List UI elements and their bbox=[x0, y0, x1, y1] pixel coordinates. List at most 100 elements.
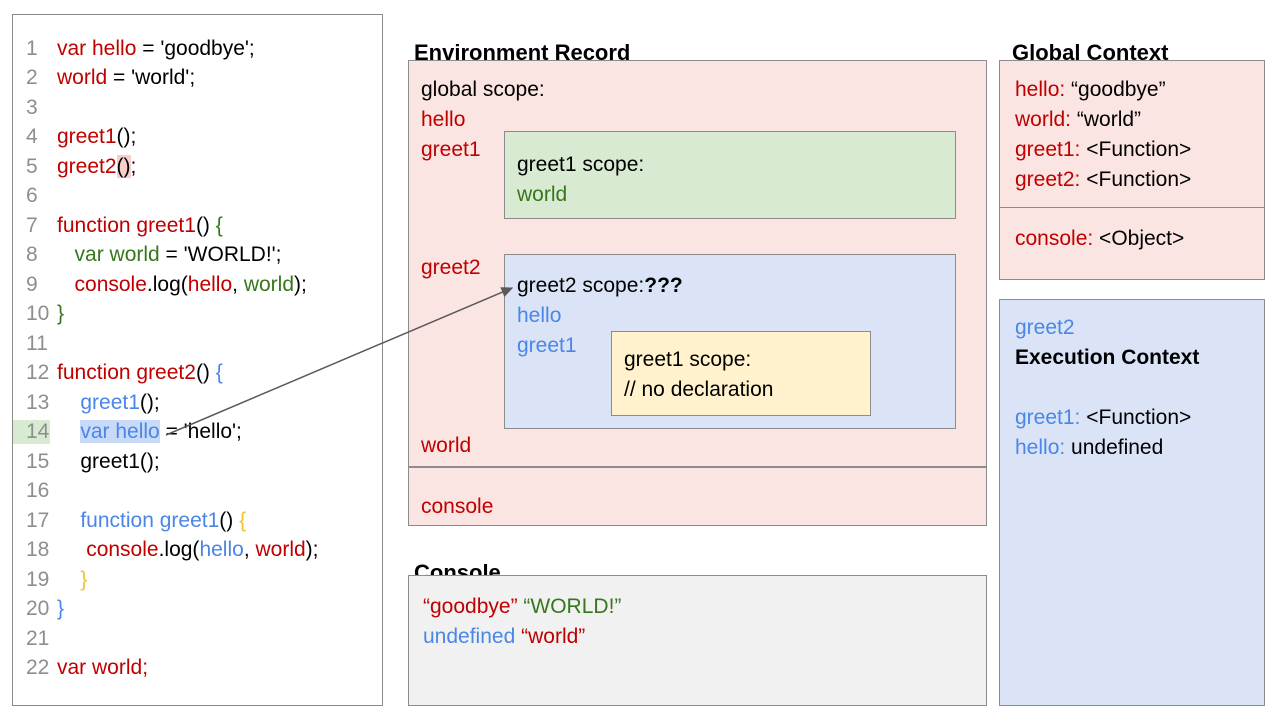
code-line: 9 console.log(hello, world); bbox=[13, 270, 382, 300]
code-editor-panel: 1 var hello = 'goodbye'; 2 world = 'world';… bbox=[12, 14, 383, 706]
line-number: 17 bbox=[26, 508, 50, 532]
code-listing: 1 var hello = 'goodbye'; 2 world = 'world';… bbox=[13, 34, 382, 683]
code-text: console.log(hello, world); bbox=[57, 273, 307, 297]
text-segment: var hello bbox=[80, 420, 160, 444]
text-segment: () bbox=[195, 361, 216, 385]
text-segment: hello bbox=[187, 272, 233, 296]
line-number: 5 bbox=[26, 154, 38, 178]
text-segment: world bbox=[57, 66, 108, 90]
global-context-console-box: console: <Object> bbox=[999, 207, 1265, 280]
text-segment: world bbox=[255, 538, 306, 562]
line-number: 2 bbox=[26, 66, 38, 90]
text-segment: <Function> bbox=[1080, 138, 1192, 161]
line-number: 16 bbox=[26, 479, 50, 503]
text-segment: function greet2 bbox=[57, 361, 196, 385]
code-line: 17 function greet1() { bbox=[13, 506, 382, 536]
code-text: greet1(); bbox=[57, 450, 159, 474]
global-context-row: greet2: <Function> bbox=[1015, 165, 1264, 195]
text-segment bbox=[57, 391, 80, 414]
text-segment: , bbox=[232, 272, 244, 296]
env-var-greet2: greet2 bbox=[421, 256, 481, 279]
text-segment: world: bbox=[1015, 108, 1072, 131]
text-segment: hello bbox=[199, 538, 244, 562]
text-segment: “goodbye” bbox=[1065, 78, 1166, 101]
line-number: 15 bbox=[26, 449, 50, 473]
line-number: 4 bbox=[26, 125, 38, 149]
environment-record-box: global scope: hello greet1 greet1 scope:… bbox=[408, 60, 987, 467]
code-line: 15 greet1(); bbox=[13, 447, 382, 477]
text-segment: = 'hello'; bbox=[159, 420, 242, 444]
env-var-greet1: greet1 bbox=[421, 138, 481, 161]
console-output-line: “goodbye” “WORLD!” bbox=[423, 592, 986, 622]
text-segment: { bbox=[215, 213, 223, 237]
text-segment bbox=[57, 243, 75, 266]
text-segment: undefined bbox=[1065, 436, 1164, 459]
line-number: 14 bbox=[13, 420, 50, 445]
text-segment bbox=[57, 568, 80, 591]
code-text: console.log(hello, world); bbox=[57, 538, 319, 562]
global-context-row: world: “world” bbox=[1015, 105, 1264, 135]
text-segment: <Function> bbox=[1080, 406, 1192, 429]
text-segment: var hello bbox=[57, 36, 137, 60]
code-line: 11 bbox=[13, 329, 382, 359]
greet1-scope-title: greet1 scope: bbox=[517, 153, 645, 176]
text-segment: (); bbox=[116, 125, 137, 149]
code-line: 18 console.log(hello, world); bbox=[13, 536, 382, 566]
text-segment bbox=[57, 273, 75, 296]
text-segment: <Object> bbox=[1093, 227, 1185, 250]
global-context-console-row: console: <Object> bbox=[1015, 224, 1264, 254]
line-number: 9 bbox=[26, 272, 38, 296]
text-segment bbox=[57, 509, 80, 532]
line-number: 22 bbox=[26, 656, 50, 680]
text-segment: function greet1 bbox=[57, 213, 196, 237]
code-text: var hello = 'goodbye'; bbox=[57, 37, 255, 61]
greet2-scope-title-line: greet2 scope:??? bbox=[517, 271, 955, 301]
code-line: 2 world = 'world'; bbox=[13, 64, 382, 94]
code-line: 4 greet1(); bbox=[13, 123, 382, 153]
code-line: 10} bbox=[13, 300, 382, 330]
text-segment bbox=[57, 538, 86, 561]
code-line: 22 var world; bbox=[13, 654, 382, 684]
code-line: 21 bbox=[13, 624, 382, 654]
spacer bbox=[1015, 373, 1264, 403]
code-text: } bbox=[57, 597, 64, 621]
greet1-scope-box: greet1 scope: world bbox=[504, 131, 956, 219]
code-text: var world; bbox=[57, 656, 148, 680]
env-var-hello: hello bbox=[421, 108, 466, 131]
inner-greet1-scope-title: greet1 scope: bbox=[624, 348, 752, 371]
greet2-scope-var-hello: hello bbox=[517, 304, 562, 327]
code-line: 6 bbox=[13, 182, 382, 212]
text-segment: } bbox=[57, 302, 65, 326]
line-number: 10 bbox=[26, 302, 50, 326]
text-segment: ); bbox=[294, 272, 307, 296]
text-segment: ); bbox=[305, 538, 319, 562]
execution-context-row: greet1: <Function> bbox=[1015, 403, 1264, 433]
text-segment: greet1 bbox=[80, 390, 140, 414]
text-segment: greet2 bbox=[57, 154, 117, 178]
text-segment: console bbox=[74, 272, 147, 296]
code-text: greet1(); bbox=[57, 125, 136, 149]
execution-context-box: greet2 Execution Context greet1: <Functi… bbox=[999, 299, 1265, 706]
text-segment: “goodbye” bbox=[423, 595, 518, 618]
text-segment: { bbox=[215, 361, 223, 385]
code-line: 8 var world = 'WORLD!'; bbox=[13, 241, 382, 271]
code-text: function greet1() { bbox=[57, 214, 223, 238]
line-number: 7 bbox=[26, 213, 38, 237]
console-output-line: undefined “world” bbox=[423, 622, 986, 652]
line-number: 12 bbox=[26, 361, 50, 385]
environment-record-console-box: console bbox=[408, 467, 987, 526]
text-segment: = 'world'; bbox=[107, 66, 196, 90]
text-segment: () bbox=[116, 154, 131, 178]
line-number: 21 bbox=[26, 626, 50, 650]
global-context-row: hello: “goodbye” bbox=[1015, 75, 1264, 105]
code-line: 3 bbox=[13, 93, 382, 123]
text-segment: () bbox=[195, 213, 216, 237]
text-segment: greet1 bbox=[57, 125, 117, 149]
global-context-box: hello: “goodbye” world: “world” greet1: … bbox=[999, 60, 1265, 208]
text-segment: <Function> bbox=[1080, 168, 1192, 191]
greet1-scope-var-world: world bbox=[517, 183, 568, 206]
text-segment: var world bbox=[74, 243, 160, 267]
text-segment: world bbox=[243, 272, 294, 296]
text-segment: () bbox=[219, 508, 240, 532]
